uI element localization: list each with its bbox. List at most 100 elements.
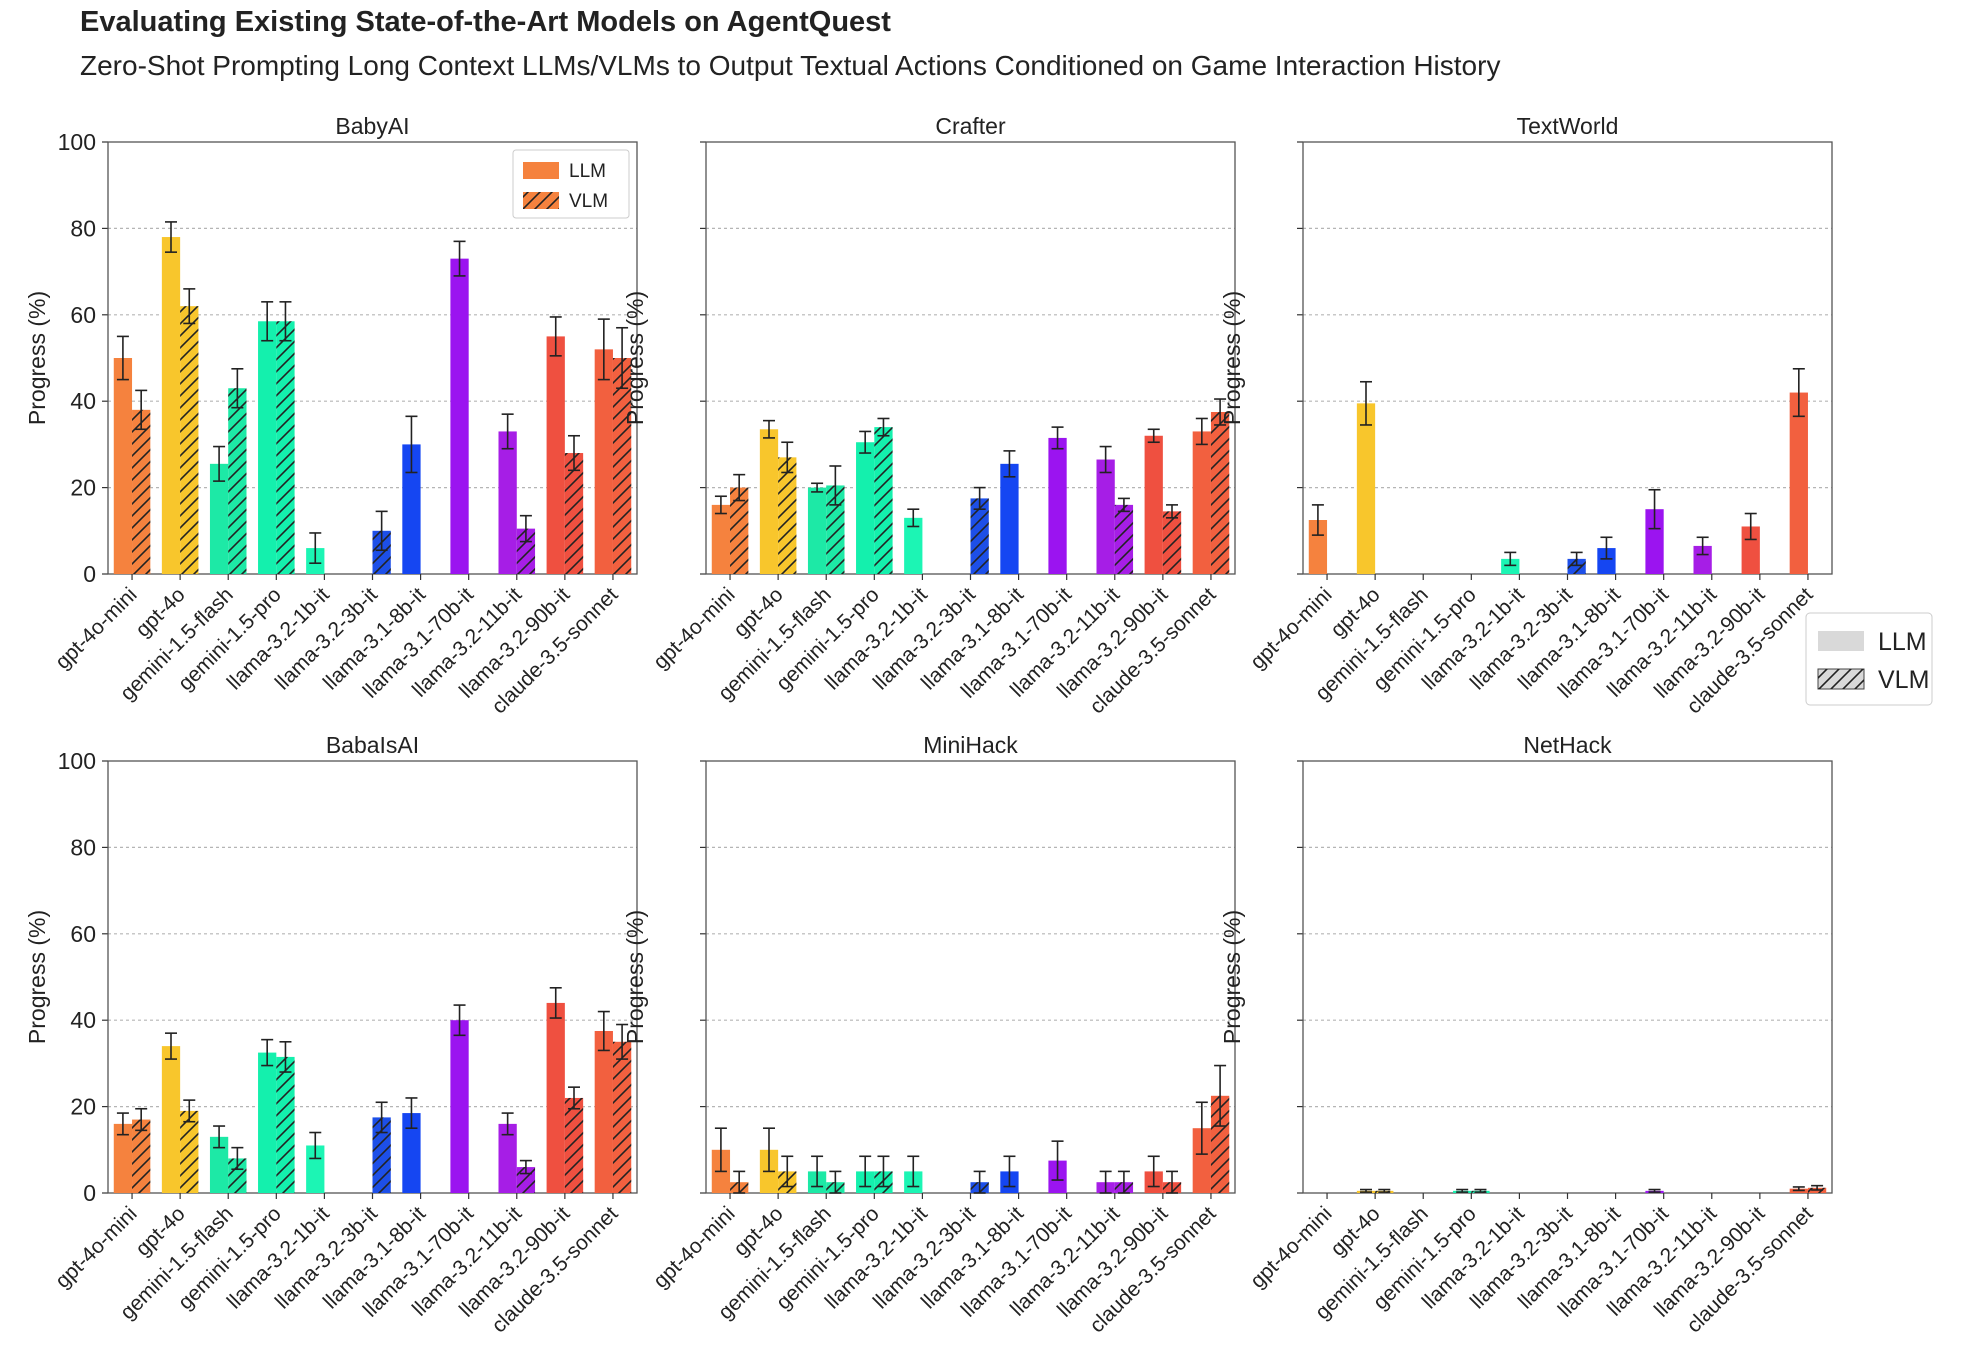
bar-hatch-llama-3.2-90b-it bbox=[1162, 511, 1182, 574]
error-bar-claude-3.5-sonnet bbox=[1792, 1186, 1805, 1192]
bar-llm-gpt-4o-mini bbox=[113, 1123, 133, 1193]
error-bar-gemini-1.5-pro bbox=[261, 301, 274, 342]
error-bar-gemini-1.5-flash bbox=[811, 482, 824, 493]
bar-hatch-claude-3.5-sonnet bbox=[1210, 412, 1230, 574]
error-bar-llama-3.2-11b-it bbox=[1696, 536, 1709, 556]
error-bar-llama-3.2-90b-it bbox=[1166, 1170, 1179, 1194]
error-bar-gpt-4o-mini bbox=[135, 389, 148, 431]
plot-frame bbox=[1302, 141, 1833, 575]
error-bar-claude-3.5-sonnet bbox=[597, 318, 610, 381]
x-tick-label: gpt-4o-mini bbox=[1246, 1202, 1337, 1293]
error-bar-llama-3.2-11b-it bbox=[1117, 497, 1130, 513]
bar-llm-gemini-1.5-flash bbox=[209, 463, 229, 574]
error-bar-gemini-1.5-flash bbox=[829, 1170, 842, 1194]
bar-hatch-gpt-4o bbox=[180, 306, 199, 574]
x-tick-label: gpt-4o-mini bbox=[51, 583, 142, 674]
error-bar-llama-3.2-11b-it bbox=[501, 1112, 514, 1136]
error-bar-gemini-1.5-pro bbox=[859, 430, 872, 454]
error-bar-llama-3.2-1b-it bbox=[1504, 551, 1517, 567]
bar-llm-llama-3.2-1b-it bbox=[1501, 558, 1520, 574]
bar-llm-claude-3.5-sonnet bbox=[1192, 431, 1211, 574]
error-bar-llama-3.2-11b-it bbox=[1117, 1170, 1130, 1194]
y-tick-label: 100 bbox=[58, 748, 96, 774]
error-bar-llama-3.2-3b-it bbox=[973, 486, 986, 511]
error-bar-llama-3.1-70b-it bbox=[453, 240, 466, 277]
error-bar-gpt-4o bbox=[164, 1032, 177, 1060]
bar-llm-llama-3.1-70b-it bbox=[450, 1020, 469, 1193]
error-bar-llama-3.1-8b-it bbox=[405, 415, 418, 474]
legend-outer-label: VLM bbox=[1878, 666, 1929, 694]
error-bar-claude-3.5-sonnet bbox=[1792, 367, 1805, 418]
bar-llm-gpt-4o bbox=[161, 1046, 181, 1193]
bar-llm-llama-3.2-11b-it bbox=[498, 431, 517, 574]
bar-llm-llama-3.2-11b-it bbox=[1096, 459, 1115, 574]
error-bar-claude-3.5-sonnet bbox=[1214, 1064, 1227, 1127]
error-bar-claude-3.5-sonnet bbox=[616, 1023, 629, 1060]
error-bar-gpt-4o-mini bbox=[116, 335, 129, 381]
y-tick-label: 100 bbox=[58, 129, 96, 155]
bar-llm-gemini-1.5-flash bbox=[807, 487, 827, 574]
bar-llm-llama-3.1-8b-it bbox=[1597, 548, 1616, 574]
error-bar-llama-3.2-3b-it bbox=[1570, 551, 1583, 567]
panel-title: Crafter bbox=[935, 113, 1006, 139]
bar-llm-gpt-4o-mini bbox=[1308, 520, 1328, 574]
legend-inner: LLM VLM bbox=[512, 149, 630, 219]
error-bar-llama-3.1-70b-it bbox=[1051, 1140, 1064, 1181]
error-bar-gpt-4o-mini bbox=[1311, 504, 1324, 536]
y-axis-label: Progress (%) bbox=[24, 910, 50, 1044]
error-bar-llama-3.1-8b-it bbox=[1003, 1155, 1016, 1188]
bar-llm-llama-3.1-8b-it bbox=[402, 444, 421, 574]
bar-llm-llama-3.2-1b-it bbox=[306, 1145, 325, 1193]
error-bar-gpt-4o bbox=[762, 419, 775, 439]
error-bar-llama-3.2-90b-it bbox=[549, 316, 562, 357]
error-bar-gemini-1.5-pro bbox=[877, 1155, 890, 1188]
y-axis-label: Progress (%) bbox=[1219, 910, 1245, 1044]
error-bar-llama-3.2-90b-it bbox=[1744, 512, 1757, 541]
bar-llm-claude-3.5-sonnet bbox=[1192, 1128, 1211, 1193]
error-bar-llama-3.2-1b-it bbox=[907, 1155, 920, 1188]
error-bar-llama-3.1-70b-it bbox=[453, 1004, 466, 1037]
bar-llm-llama-3.2-90b-it bbox=[546, 1002, 565, 1193]
error-bar-llama-3.1-8b-it bbox=[1600, 536, 1613, 560]
error-bar-llama-3.2-90b-it bbox=[568, 434, 581, 472]
bar-llm-claude-3.5-sonnet bbox=[1789, 392, 1808, 574]
bar-llm-gpt-4o bbox=[759, 429, 779, 574]
error-bar-claude-3.5-sonnet bbox=[1811, 1184, 1824, 1191]
bar-hatch-llama-3.2-90b-it bbox=[564, 1097, 584, 1193]
error-bar-gpt-4o bbox=[183, 1099, 196, 1123]
y-tick-label: 40 bbox=[70, 388, 96, 414]
bar-hatch-claude-3.5-sonnet bbox=[612, 358, 632, 574]
error-bar-gpt-4o bbox=[1378, 1188, 1391, 1193]
bar-llm-gpt-4o bbox=[161, 237, 181, 575]
error-bar-gemini-1.5-flash bbox=[829, 465, 842, 506]
panel-title: NetHack bbox=[1523, 732, 1612, 758]
error-bar-claude-3.5-sonnet bbox=[616, 326, 629, 390]
error-bar-llama-3.2-11b-it bbox=[519, 1159, 532, 1175]
bar-hatch-gpt-4o-mini bbox=[132, 1119, 151, 1193]
bar-llm-claude-3.5-sonnet bbox=[594, 1031, 613, 1193]
bar-llm-llama-3.1-70b-it bbox=[450, 258, 469, 574]
y-tick-label: 80 bbox=[70, 834, 96, 860]
bar-llm-llama-3.2-11b-it bbox=[498, 1123, 517, 1193]
error-bar-gpt-4o-mini bbox=[714, 495, 727, 515]
error-bar-gpt-4o bbox=[781, 441, 794, 474]
bar-hatch-llama-3.2-3b-it bbox=[1567, 558, 1586, 574]
error-bar-claude-3.5-sonnet bbox=[1195, 417, 1208, 446]
x-tick-label: gpt-4o-mini bbox=[51, 1202, 142, 1293]
error-bar-gpt-4o bbox=[762, 1127, 775, 1173]
bar-hatch-claude-3.5-sonnet bbox=[1210, 1095, 1230, 1193]
legend-outer-swatch-hatch bbox=[1818, 669, 1864, 689]
error-bar-gemini-1.5-pro bbox=[279, 301, 292, 342]
bar-llm-llama-3.2-11b-it bbox=[1693, 545, 1712, 574]
bar-llm-llama-3.1-70b-it bbox=[1645, 509, 1664, 574]
y-tick-label: 40 bbox=[70, 1007, 96, 1033]
error-bar-llama-3.2-90b-it bbox=[568, 1086, 581, 1110]
error-bar-llama-3.1-70b-it bbox=[1648, 1188, 1661, 1193]
error-bar-llama-3.2-1b-it bbox=[309, 532, 322, 565]
bar-hatch-llama-3.2-11b-it bbox=[516, 528, 536, 574]
x-tick-label: gpt-4o-mini bbox=[649, 583, 740, 674]
error-bar-gpt-4o bbox=[1359, 1188, 1372, 1193]
error-bar-gemini-1.5-flash bbox=[231, 1146, 244, 1171]
